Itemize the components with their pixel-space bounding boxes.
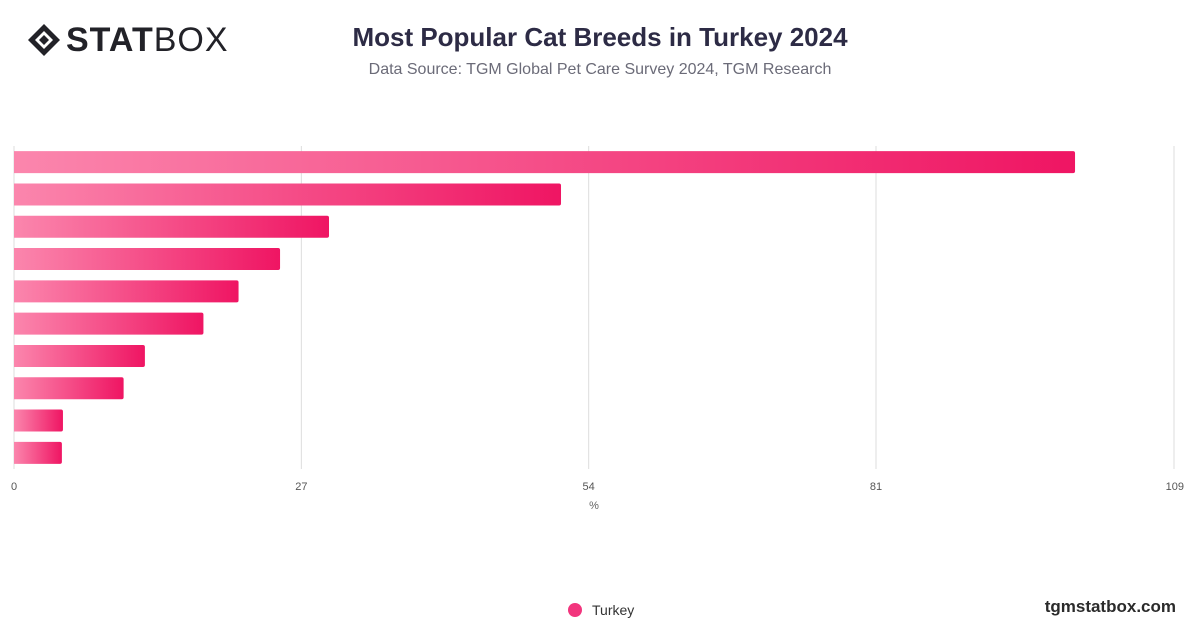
legend[interactable]: Turkey [568,602,634,618]
x-axis-label: % [589,500,599,512]
statbox-diamond-icon [28,24,60,56]
bar[interactable] [14,151,1076,174]
bar[interactable] [14,441,62,464]
bar[interactable] [14,280,239,303]
statbox-logo: STATBOX [26,22,229,58]
chart-subtitle: Data Source: TGM Global Pet Care Survey … [368,61,832,78]
site-url: tgmstatbox.com [1044,597,1176,616]
x-tick-label: 81 [870,481,882,493]
logo-wordmark: STATBOX [66,22,229,58]
logo-text-light: BOX [153,21,229,59]
bars [14,151,1076,464]
x-tick-label: 54 [583,481,595,493]
bar[interactable] [14,183,562,206]
legend-label: Turkey [592,602,635,618]
chart-title: Most Popular Cat Breeds in Turkey 2024 [352,22,848,52]
x-tick-label: 27 [295,481,307,493]
legend-swatch [568,603,582,617]
bar[interactable] [14,377,124,400]
bar[interactable] [14,312,204,335]
logo-text-bold: STAT [66,21,154,59]
x-axis-ticks: 0 27 54 81 109 [11,481,1184,493]
bar[interactable] [14,344,145,367]
x-tick-label: 0 [11,481,17,493]
bar[interactable] [14,409,63,432]
x-tick-label: 109 [1166,481,1184,493]
bar[interactable] [14,215,330,238]
bar[interactable] [14,248,281,271]
